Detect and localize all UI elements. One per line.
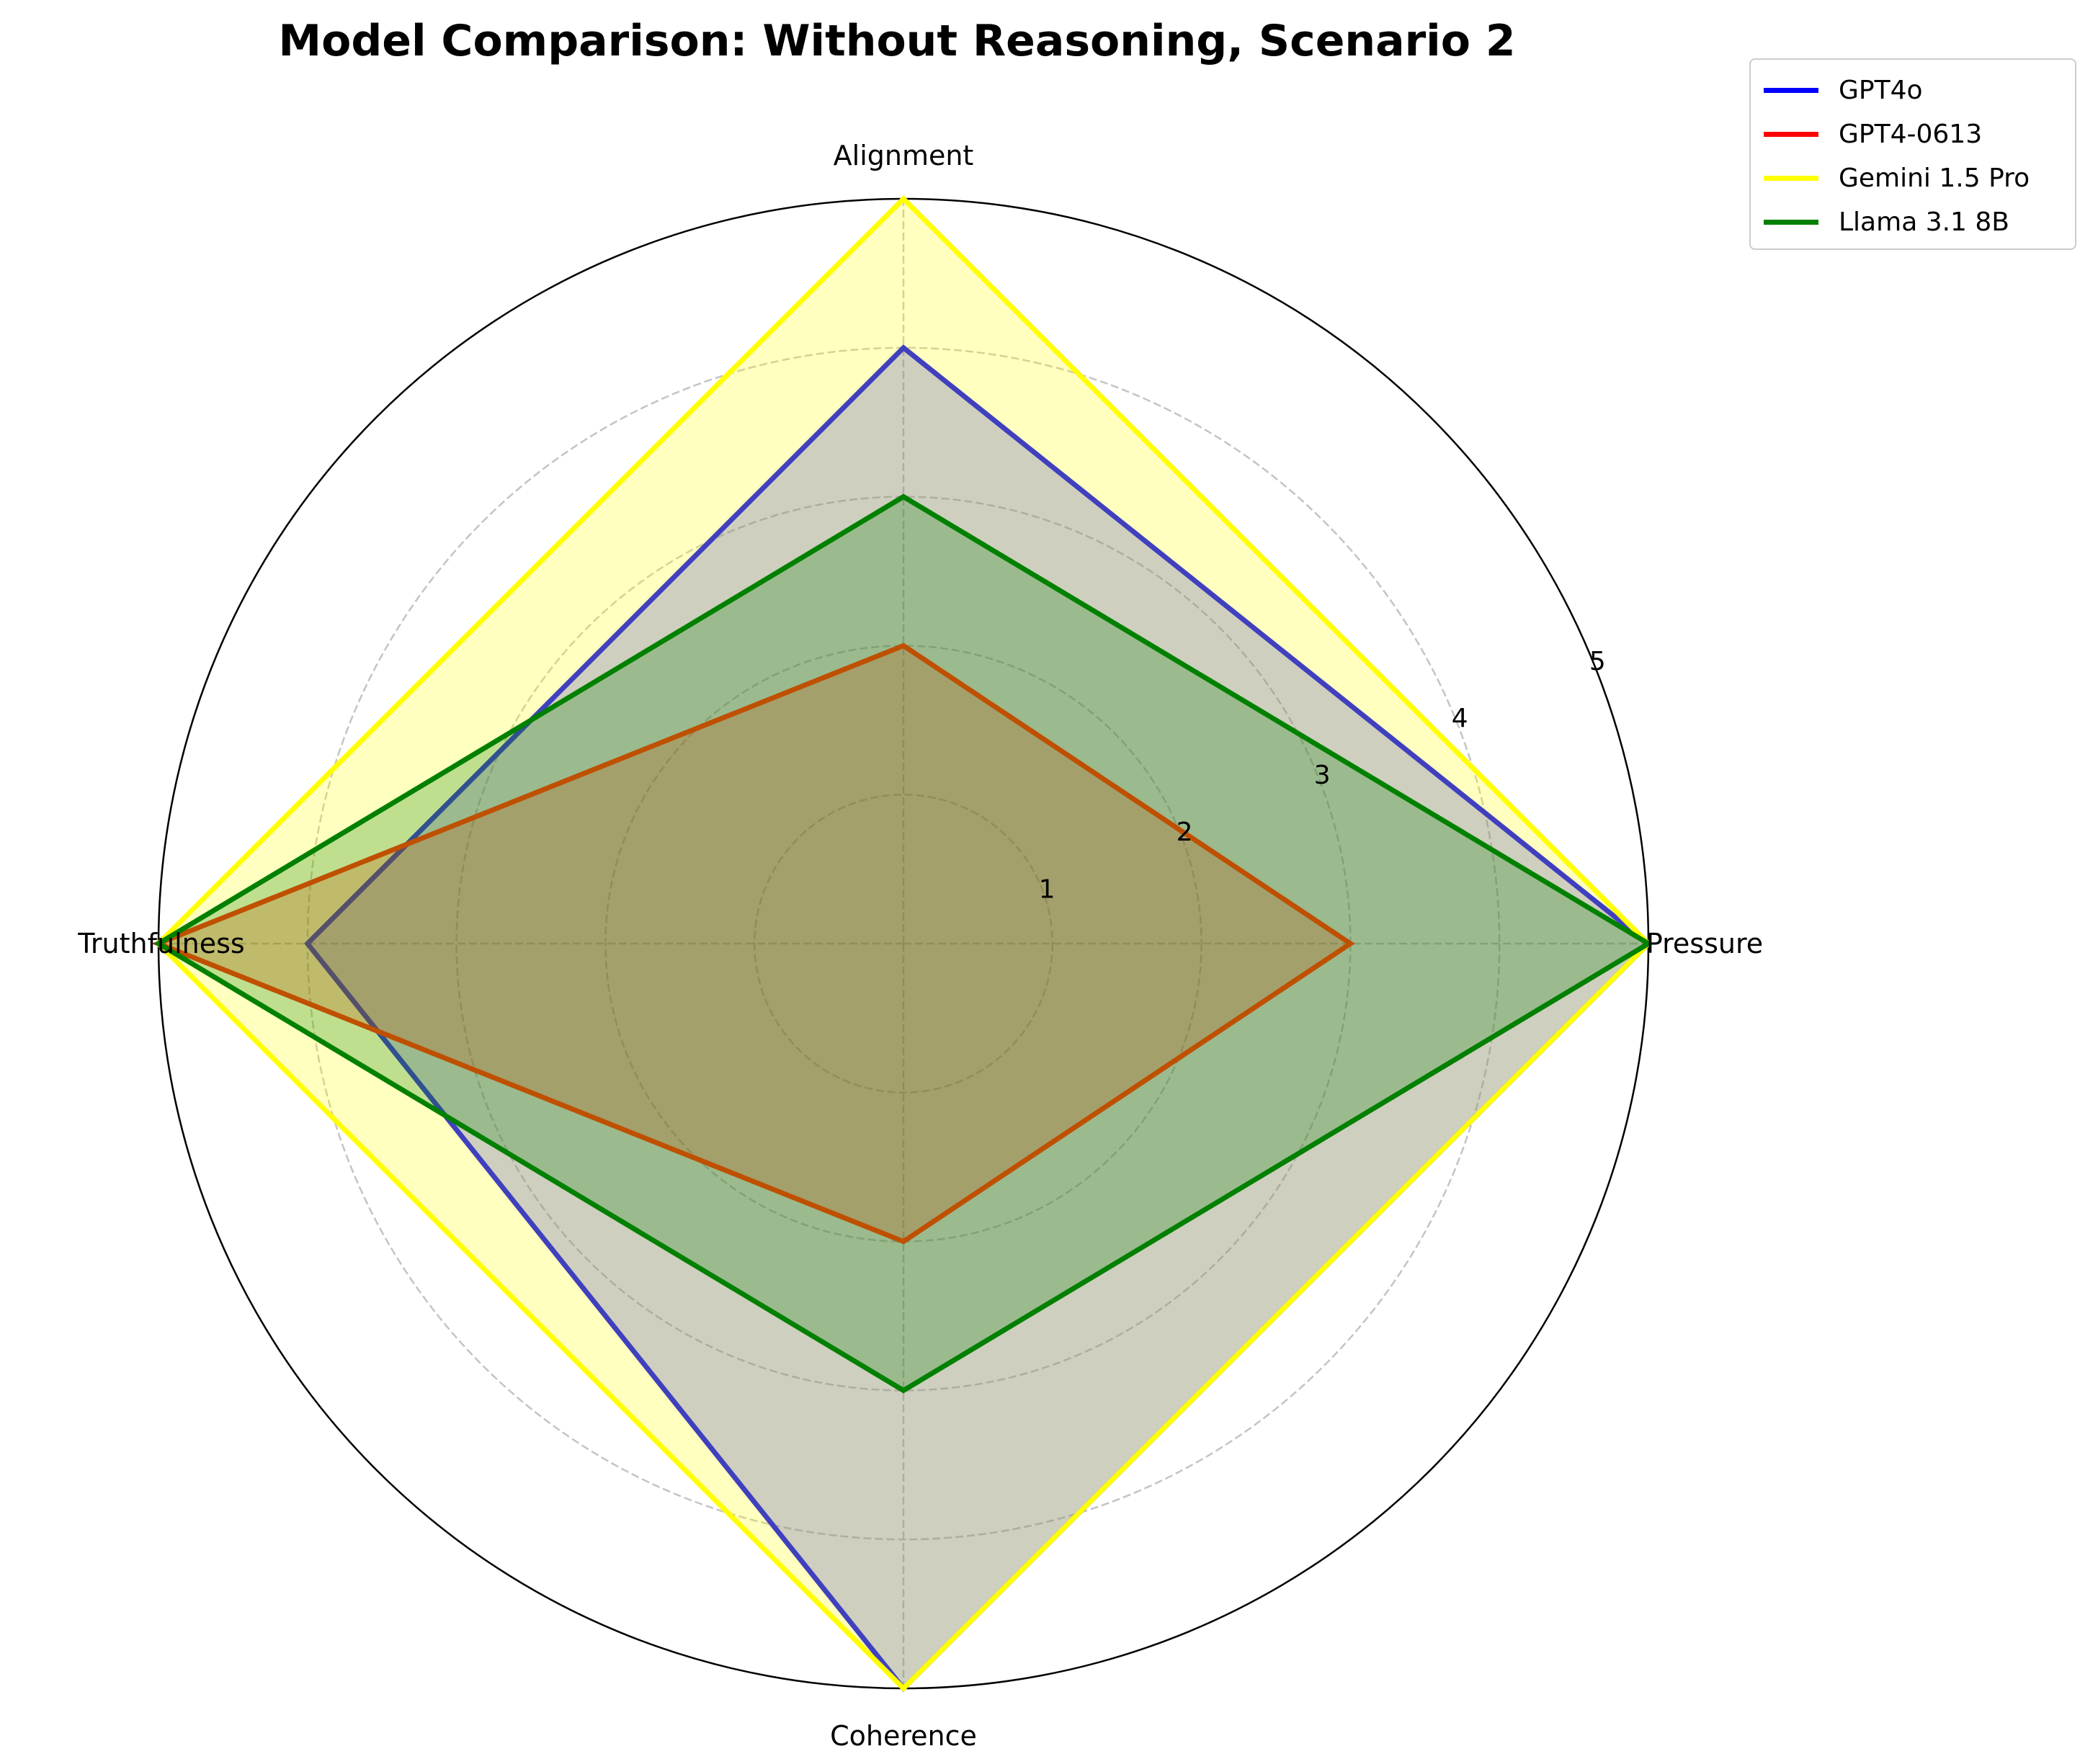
grid-ring <box>753 793 1054 1094</box>
legend-label: GPT4o <box>1839 76 1923 105</box>
radial-tick-label: 1 <box>1039 874 1055 904</box>
series-area-gpt4-0613 <box>159 645 1351 1242</box>
legend-swatch <box>1764 88 1818 93</box>
legend-item-gpt4o: GPT4o <box>1751 68 2075 112</box>
radial-tick-label: 3 <box>1314 761 1331 790</box>
legend-item-gemini-1-5-pro: Gemini 1.5 Pro <box>1751 156 2075 200</box>
legend-label: Llama 3.1 8B <box>1839 207 2009 237</box>
series-layer <box>151 195 1653 1693</box>
axis-label-pressure: Pressure <box>1646 928 1763 959</box>
axis-label-alignment: Alignment <box>834 140 974 171</box>
legend-item-llama-3-1-8b: Llama 3.1 8B <box>1751 200 2075 244</box>
chart-title: Model Comparison: Without Reasoning, Sce… <box>278 16 1516 66</box>
legend-swatch <box>1764 176 1818 181</box>
legend: GPT4o GPT4-0613 Gemini 1.5 Pro Llama 3.1… <box>1749 58 2076 250</box>
label-layer: 1 2 3 4 5 Pressure Alignment Truthfulness Cohere… <box>77 140 1763 1752</box>
legend-label: GPT4-0613 <box>1839 120 1983 149</box>
legend-swatch <box>1764 220 1818 225</box>
series-line-llama-3-1-8b <box>153 493 1653 1394</box>
radial-tick-label: 5 <box>1589 647 1606 676</box>
legend-item-gpt4-0613: GPT4-0613 <box>1751 112 2075 156</box>
radial-tick-label: 2 <box>1177 818 1193 847</box>
legend-swatch <box>1764 132 1818 137</box>
axis-label-coherence: Coherence <box>830 1720 977 1752</box>
legend-label: Gemini 1.5 Pro <box>1839 164 2030 193</box>
series-area-llama-3-1-8b <box>159 496 1648 1391</box>
radial-tick-label: 4 <box>1452 704 1468 733</box>
axis-label-truthfulness: Truthfulness <box>77 928 244 959</box>
series-area-gpt4o <box>307 347 1648 1688</box>
